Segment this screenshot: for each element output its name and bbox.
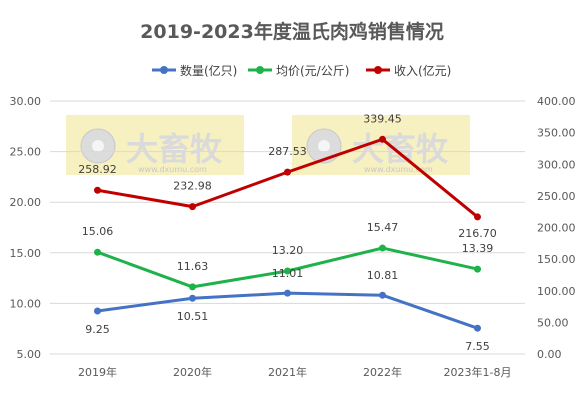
data-point-quantity [94, 307, 101, 315]
y-axis-left: 5.00 10.00 15.00 20.00 25.00 30.00 [10, 95, 42, 361]
data-label-quantity: 11.01 [272, 267, 304, 280]
legend-price-label: 均价(元/公斤) [276, 64, 349, 78]
y-right-tick-label: 200.00 [537, 222, 576, 235]
data-point-price [189, 283, 196, 291]
data-label-revenue: 287.53 [268, 145, 307, 158]
data-point-revenue [379, 135, 386, 143]
y-right-tick-label: 300.00 [537, 158, 576, 171]
y-left-tick-label: 20.00 [10, 196, 42, 209]
data-point-price [474, 265, 481, 273]
data-label-quantity: 10.81 [367, 269, 399, 282]
x-axis: 2019年 2020年 2021年 2022年 2023年1-8月 [78, 365, 511, 379]
x-tick-label: 2020年 [173, 365, 212, 379]
data-point-quantity [189, 294, 196, 302]
watermark-left-logo-dot [92, 140, 104, 152]
data-label-revenue: 232.98 [173, 180, 212, 193]
data-point-quantity [474, 324, 481, 332]
chart-title: 2019-2023年度温氏肉鸡销售情况 [140, 20, 444, 43]
watermark-left-url: www.dxumu.com [138, 165, 207, 174]
data-label-price: 11.63 [177, 260, 209, 273]
y-right-tick-label: 50.00 [537, 316, 569, 329]
data-point-price [284, 267, 291, 275]
watermark-right-url: www.dxumu.com [364, 165, 433, 174]
data-point-price [94, 248, 101, 256]
data-label-price: 15.06 [82, 225, 114, 238]
data-point-price [379, 244, 386, 252]
y-right-tick-label: 350.00 [537, 127, 576, 140]
gridlines [50, 100, 525, 355]
data-point-quantity [379, 291, 386, 299]
data-point-revenue [284, 168, 291, 176]
watermark-right-brand: 大畜牧 [352, 130, 449, 168]
legend-revenue-marker [374, 66, 382, 74]
y-left-tick-label: 10.00 [10, 297, 42, 310]
legend-quantity-marker [160, 66, 168, 74]
y-left-tick-label: 5.00 [17, 348, 42, 361]
legend-revenue-label: 收入(亿元) [394, 63, 451, 78]
data-label-price: 15.47 [367, 221, 399, 234]
legend: 数量(亿只) 均价(元/公斤) 收入(亿元) [152, 63, 451, 78]
series-line-quantity [97, 291, 478, 330]
y-right-tick-label: 250.00 [537, 190, 576, 203]
y-left-tick-label: 15.00 [10, 247, 42, 260]
watermark-right: 大畜牧 www.dxumu.com [292, 115, 470, 175]
y-right-tick-label: 100.00 [537, 285, 576, 298]
y-left-tick-label: 25.00 [10, 146, 42, 159]
data-label-quantity: 9.25 [85, 323, 110, 336]
x-tick-label: 2022年 [363, 365, 402, 379]
watermark-right-logo-dot [318, 140, 330, 152]
legend-price-marker [256, 66, 264, 74]
x-tick-label: 2023年1-8月 [444, 365, 512, 379]
data-label-revenue: 216.70 [458, 227, 497, 240]
y-axis-right: 0.00 50.00 100.00 150.00 200.00 250.00 300.00 3… [537, 95, 576, 361]
y-right-tick-label: 400.00 [537, 95, 576, 108]
y-left-tick-label: 30.00 [10, 95, 42, 108]
y-right-tick-label: 0.00 [537, 348, 562, 361]
data-label-price: 13.39 [462, 242, 494, 255]
data-label-quantity: 7.55 [465, 340, 490, 353]
data-label-revenue: 258.92 [78, 163, 117, 176]
y-right-tick-label: 150.00 [537, 253, 576, 266]
data-label-quantity: 10.51 [177, 310, 209, 323]
legend-item-price: 均价(元/公斤) [248, 64, 349, 78]
data-point-revenue [94, 186, 101, 194]
watermark-left-brand: 大畜牧 [126, 130, 223, 168]
legend-quantity-label: 数量(亿只) [180, 63, 237, 78]
legend-item-quantity: 数量(亿只) [152, 63, 237, 78]
series [94, 135, 481, 332]
data-point-revenue [189, 203, 196, 211]
x-tick-label: 2019年 [78, 365, 117, 379]
watermark-left: 大畜牧 www.dxumu.com [66, 115, 244, 175]
data-label-price: 13.20 [272, 244, 304, 257]
data-label-revenue: 339.45 [363, 112, 402, 125]
data-labels: 9.25 10.51 11.01 10.81 7.55 15.06 11.63 13.20 15… [78, 112, 497, 353]
data-point-revenue [474, 213, 481, 221]
data-point-quantity [284, 289, 291, 297]
legend-item-revenue: 收入(亿元) [366, 63, 451, 78]
x-tick-label: 2021年 [268, 365, 307, 379]
